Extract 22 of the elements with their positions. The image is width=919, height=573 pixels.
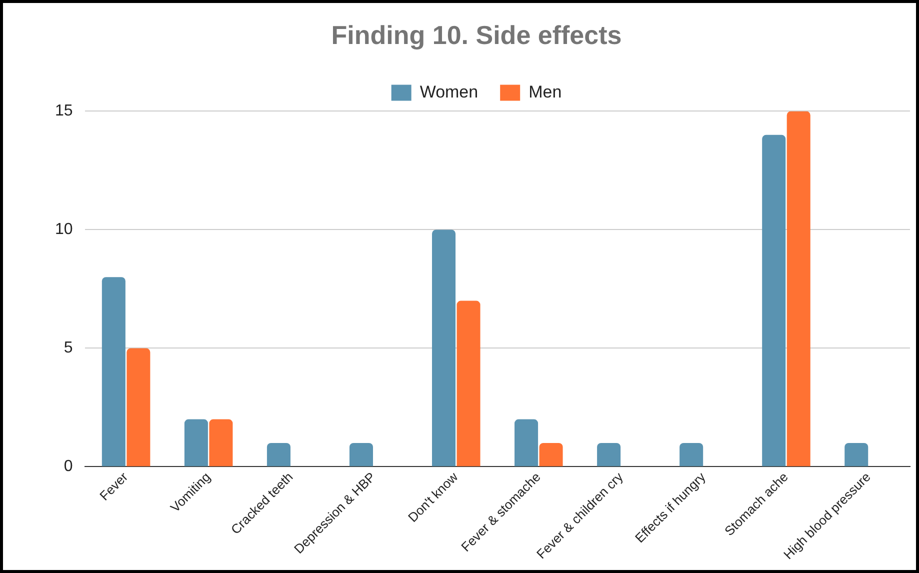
bar	[680, 443, 704, 466]
bar	[539, 443, 563, 466]
bar	[762, 134, 786, 466]
bar	[209, 419, 233, 466]
bar	[786, 111, 810, 466]
bar	[184, 419, 208, 466]
bar	[102, 277, 126, 466]
bar	[844, 443, 868, 466]
y-tick-label: 10	[55, 221, 73, 238]
y-tick-label: 0	[64, 458, 73, 476]
bar	[597, 443, 621, 466]
chart-title: Finding 10. Side effects	[331, 20, 622, 50]
bar	[456, 300, 480, 466]
bar	[126, 348, 150, 466]
legend-label: Men	[528, 82, 562, 102]
bar	[266, 443, 290, 466]
bar	[514, 419, 538, 466]
y-tick-label: 5	[64, 340, 73, 357]
bar	[432, 230, 456, 466]
bar	[349, 443, 373, 466]
y-tick-label: 15	[55, 102, 73, 120]
legend-label: Women	[420, 82, 478, 102]
